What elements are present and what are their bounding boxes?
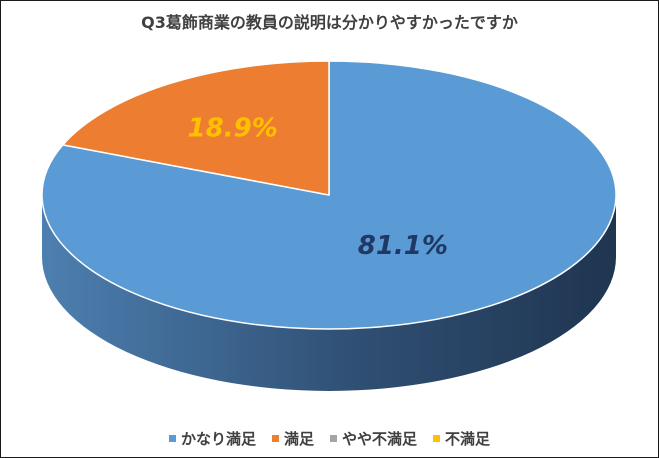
legend-swatch-1 bbox=[271, 435, 279, 442]
legend-item-3: 不満足 bbox=[433, 428, 490, 449]
chart-title: Q3葛飾商業の教員の説明は分かりやすかったですか bbox=[141, 13, 518, 32]
legend-item-2: やや不満足 bbox=[330, 428, 417, 449]
pie-side-wall bbox=[42, 195, 616, 391]
legend: かなり満足 満足 やや不満足 不満足 bbox=[1, 428, 658, 449]
data-label-0: 81.1% bbox=[358, 231, 448, 261]
legend-swatch-2 bbox=[330, 435, 337, 442]
legend-item-0: かなり満足 bbox=[168, 428, 256, 449]
legend-item-1: 満足 bbox=[271, 428, 314, 449]
legend-label-0: かなり満足 bbox=[180, 430, 256, 448]
data-label-1: 18.9% bbox=[188, 113, 278, 143]
legend-label-1: 満足 bbox=[283, 430, 314, 448]
legend-swatch-0 bbox=[168, 435, 176, 442]
legend-label-2: やや不満足 bbox=[342, 430, 418, 448]
pie-slice-1 bbox=[62, 60, 330, 196]
legend-label-3: 不満足 bbox=[445, 430, 491, 448]
legend-swatch-3 bbox=[433, 435, 441, 442]
